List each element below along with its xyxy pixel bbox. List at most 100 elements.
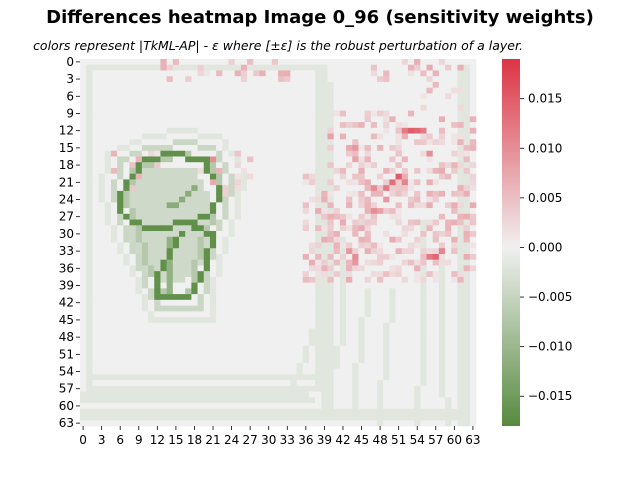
x-tick-label: 54 [410,433,425,447]
heatmap-cell [222,122,229,129]
heatmap-cell [222,288,229,295]
heatmap-cell [333,173,341,180]
heatmap-cell [160,127,167,134]
heatmap-cell [420,322,427,329]
heatmap-cell [370,403,378,410]
heatmap-cell [284,253,291,260]
heatmap-cell [185,322,192,329]
heatmap-cell [290,334,297,341]
heatmap-cell [346,328,353,335]
heatmap-cell [92,179,99,186]
heatmap-cell [290,276,297,283]
heatmap-cell [370,271,378,278]
heatmap-cell [302,76,310,83]
heatmap-cell [296,139,304,146]
heatmap-cell [333,414,341,421]
heatmap-cell [457,294,464,301]
heatmap-cell [469,76,477,83]
heatmap-cell [327,231,334,238]
heatmap-cell [395,271,403,278]
heatmap-cell [135,208,143,215]
heatmap-cell [209,391,217,398]
heatmap-cell [407,87,415,94]
heatmap-cell [395,391,403,398]
heatmap-cell [185,368,192,375]
heatmap-cell [123,213,130,220]
heatmap-cell [148,414,155,421]
heatmap-cell [377,116,384,123]
heatmap-cell [302,202,310,209]
heatmap-cell [247,133,254,140]
heatmap-cell [80,208,87,215]
heatmap-cell [438,70,446,77]
heatmap-cell [179,374,186,381]
heatmap-cell [438,357,446,364]
heatmap-cell [197,150,205,157]
heatmap-cell [247,59,254,66]
heatmap-cell [432,322,440,329]
heatmap-cell [216,414,223,421]
heatmap-cell [395,282,403,289]
heatmap-cell [179,213,186,220]
heatmap-cell [414,236,421,243]
heatmap-cell [129,328,136,335]
heatmap-cell [401,145,409,152]
heatmap-cell [333,116,341,123]
heatmap-cell [352,139,359,146]
heatmap-cell [414,104,421,111]
heatmap-cell [346,351,353,358]
heatmap-cell [80,357,87,364]
heatmap-cell [80,145,87,152]
heatmap-cell [135,248,143,255]
heatmap-cell [191,339,198,347]
heatmap-cell [228,322,235,329]
heatmap-cell [333,305,341,312]
heatmap-cell [154,162,161,169]
heatmap-cell [457,133,464,140]
heatmap-cell [197,265,205,272]
heatmap-cell [148,253,155,260]
heatmap-cell [432,248,440,255]
heatmap-cell [352,317,359,324]
heatmap-cell [104,265,112,272]
heatmap-cell [141,414,149,421]
y-tick-label: 3 [66,72,74,86]
heatmap-cell [271,385,279,392]
heatmap-cell [364,265,372,272]
heatmap-cell [104,231,112,238]
heatmap-cell [327,403,334,410]
heatmap-cell [209,167,217,174]
heatmap-cell [86,345,93,352]
heatmap-cell [123,271,130,278]
heatmap-cell [123,116,130,123]
heatmap-cell [228,133,235,140]
heatmap-cell [222,208,229,215]
heatmap-cell [395,173,403,180]
heatmap-cell [98,196,106,203]
heatmap-cell [172,219,180,226]
heatmap-cell [197,173,205,180]
heatmap-cell [117,397,124,404]
heatmap-cell [191,127,198,134]
heatmap-cell [129,190,136,197]
heatmap-cell [414,380,421,387]
heatmap-cell [259,185,266,192]
heatmap-cell [358,59,365,66]
heatmap-cell [308,76,316,83]
heatmap-cell [110,288,118,295]
heatmap-cell [364,133,372,140]
heatmap-cell [166,190,174,197]
heatmap-cell [370,64,378,71]
heatmap-cell [222,259,229,266]
heatmap-cell [110,208,118,215]
heatmap-cell [352,351,359,358]
heatmap-cell [141,104,149,111]
heatmap-cell [346,179,353,186]
heatmap-cell [414,242,421,249]
heatmap-cell [216,403,223,410]
heatmap-cell [92,414,99,421]
heatmap-cell [228,231,235,238]
heatmap-cell [135,328,143,335]
heatmap-cell [197,259,205,266]
heatmap-cell [346,81,353,88]
